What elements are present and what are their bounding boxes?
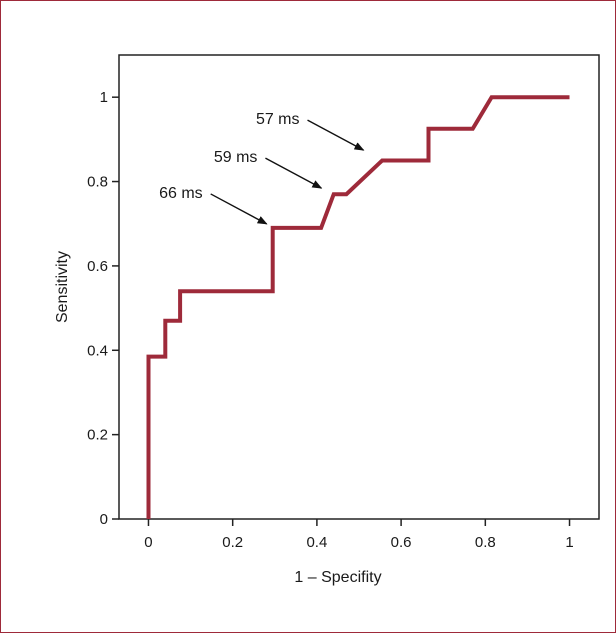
x-axis-title: 1 – Specifity [294,569,381,586]
annotation-label: 59 ms [214,149,258,166]
annotation-arrow [265,157,323,189]
annotation-label: 66 ms [159,185,203,202]
x-tick-label: 0.4 [306,534,327,551]
x-tick-label: 0.6 [391,534,412,551]
annotation-label: 57 ms [256,111,300,128]
y-tick-label: 1 [100,89,108,106]
x-axis: 0 0.2 0.4 0.6 0.8 1 [144,519,574,551]
y-tick-label: 0.4 [87,342,108,359]
x-tick-label: 0 [144,534,152,551]
annotation-arrow [210,193,268,225]
series-layer [146,95,570,519]
x-tick-label: 0.2 [222,534,243,551]
roc-curve-line [146,95,570,519]
y-tick-label: 0.6 [87,258,108,275]
annotation-layer: 66 ms 59 ms 57 ms [159,111,365,225]
y-tick-label: 0.2 [87,427,108,444]
x-tick-label: 1 [565,534,573,551]
y-axis: 0 0.2 0.4 0.6 0.8 1 [87,89,119,528]
y-tick-label: 0 [100,511,108,528]
y-axis-title: Sensitivity [54,251,71,323]
x-tick-label: 0.8 [475,534,496,551]
plot-area-frame [118,54,600,520]
y-tick-label: 0.8 [87,174,108,191]
annotation-arrow [307,119,365,151]
